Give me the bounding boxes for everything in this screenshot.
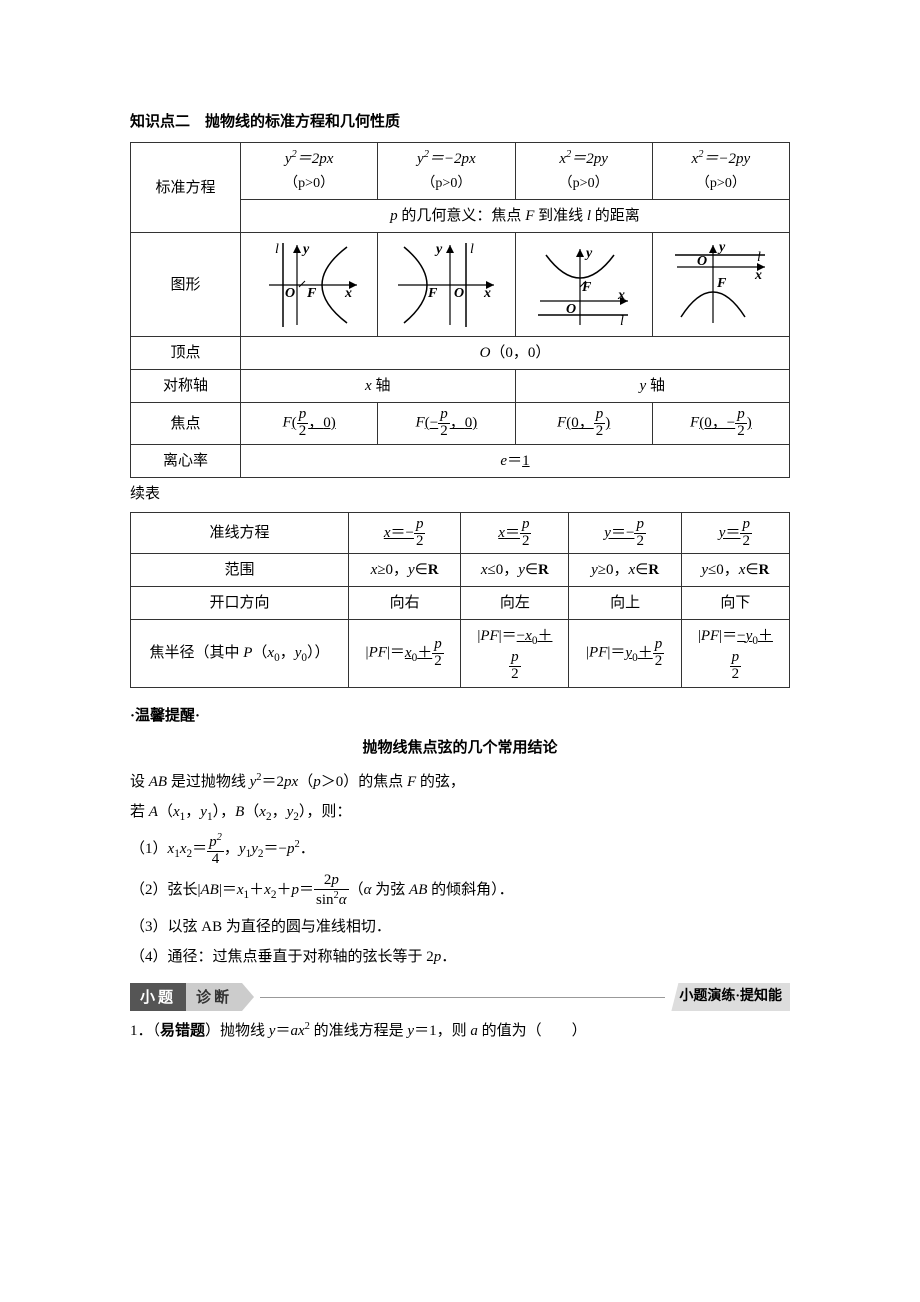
graph-up-open: y F O x l bbox=[515, 233, 652, 337]
pill-light: 诊断 bbox=[186, 983, 242, 1011]
svg-text:l: l bbox=[757, 250, 761, 265]
cond2: （p>0） bbox=[421, 176, 471, 191]
svg-text:y: y bbox=[434, 242, 443, 257]
directrix-3: y＝−p2 bbox=[569, 512, 681, 554]
focus-2: F(−p2，0) bbox=[378, 403, 515, 445]
svg-text:F: F bbox=[427, 286, 438, 301]
svg-text:O: O bbox=[566, 302, 576, 317]
svg-text:F: F bbox=[581, 280, 592, 295]
open-1: 向右 bbox=[349, 587, 461, 620]
cond4: （p>0） bbox=[696, 176, 746, 191]
ecc-value: e＝1 bbox=[241, 444, 790, 477]
vertex-value: O（0，0） bbox=[241, 337, 790, 370]
tip-intro-2: 若 A（x1，y1），B（x2，y2），则： bbox=[130, 800, 790, 826]
open-4: 向下 bbox=[681, 587, 789, 620]
topic-label: 知识点二 bbox=[130, 114, 190, 130]
tip-pt3: （3）以弦 AB 为直径的圆与准线相切． bbox=[130, 915, 790, 939]
svg-text:O: O bbox=[454, 286, 464, 301]
svg-text:y: y bbox=[301, 242, 310, 257]
section-bar: 小题 诊断 小题演练·提知能 bbox=[130, 983, 790, 1011]
svg-text:l: l bbox=[275, 242, 279, 257]
row-label-graph: 图形 bbox=[131, 233, 241, 337]
row-label-axis: 对称轴 bbox=[131, 370, 241, 403]
svg-text:O: O bbox=[285, 286, 295, 301]
pill-tri-icon bbox=[242, 983, 254, 1011]
row-label-std: 标准方程 bbox=[131, 143, 241, 233]
focus-4: F(0，−p2) bbox=[652, 403, 789, 445]
open-2: 向左 bbox=[461, 587, 569, 620]
row-label-ecc: 离心率 bbox=[131, 444, 241, 477]
svg-text:x: x bbox=[617, 288, 625, 303]
svg-text:x: x bbox=[483, 286, 491, 301]
tip-intro-1: 设 AB 是过抛物线 y2＝2px（p＞0）的焦点 F 的弦， bbox=[130, 770, 790, 794]
cond3: （p>0） bbox=[559, 176, 609, 191]
tip-subheading: 抛物线焦点弦的几个常用结论 bbox=[130, 736, 790, 760]
directrix-4: y＝p2 bbox=[681, 512, 789, 554]
svg-text:F: F bbox=[716, 276, 727, 291]
geom-meaning: p 的几何意义：焦点 F 到准线 l 的距离 bbox=[241, 200, 790, 233]
properties-table-2: 准线方程 x＝−p2 x＝p2 y＝−p2 y＝p2 范围 x≥0，y∈R x≤… bbox=[130, 512, 790, 688]
focus-3: F(0，p2) bbox=[515, 403, 652, 445]
svg-text:F: F bbox=[306, 286, 317, 301]
question-1: 1．（易错题）抛物线 y＝ax2 的准线方程是 y＝1，则 a 的值为（ ） bbox=[130, 1019, 790, 1043]
radius-2: |PF|＝−x0＋p2 bbox=[461, 620, 569, 688]
continued-label: 续表 bbox=[130, 482, 790, 506]
svg-text:x: x bbox=[754, 268, 762, 283]
bar-line bbox=[260, 997, 665, 998]
axis-y: y 轴 bbox=[515, 370, 790, 403]
graph-left-open: l y O F x bbox=[378, 233, 515, 337]
svg-text:y: y bbox=[584, 246, 593, 261]
eq2: y2＝−2px bbox=[417, 151, 476, 167]
range-4: y≤0，x∈R bbox=[681, 554, 789, 587]
cond1: （p>0） bbox=[284, 176, 334, 191]
row-label-vertex: 顶点 bbox=[131, 337, 241, 370]
radius-3: |PF|＝y0＋p2 bbox=[569, 620, 681, 688]
tip-pt2: （2）弦长|AB|＝x1＋x2＋p＝2psin2α（α 为弦 AB 的倾斜角）． bbox=[130, 873, 790, 909]
radius-1: |PF|＝x0＋p2 bbox=[349, 620, 461, 688]
svg-text:x: x bbox=[344, 286, 352, 301]
section-pill: 小题 诊断 bbox=[130, 983, 254, 1011]
pill-dark: 小题 bbox=[130, 983, 186, 1011]
tip-pt1: （1）x1x2＝p24，y1y2＝−p2． bbox=[130, 832, 790, 868]
row-label-directrix: 准线方程 bbox=[131, 512, 349, 554]
svg-text:y: y bbox=[717, 240, 726, 255]
directrix-1: x＝−p2 bbox=[349, 512, 461, 554]
svg-text:l: l bbox=[470, 242, 474, 257]
range-1: x≥0，y∈R bbox=[349, 554, 461, 587]
svg-text:O: O bbox=[697, 254, 707, 269]
graph-down-open: y O F x l bbox=[652, 233, 789, 337]
range-2: x≤0，y∈R bbox=[461, 554, 569, 587]
row-label-focus: 焦点 bbox=[131, 403, 241, 445]
row-label-radius: 焦半径（其中 P（x0，y0）） bbox=[131, 620, 349, 688]
axis-x: x 轴 bbox=[241, 370, 516, 403]
properties-table-1: 标准方程 y2＝2px （p>0） y2＝−2px （p>0） x2＝2py （p>0… bbox=[130, 142, 790, 478]
radius-4: |PF|＝−y0＋p2 bbox=[681, 620, 789, 688]
open-3: 向上 bbox=[569, 587, 681, 620]
topic-title: 抛物线的标准方程和几何性质 bbox=[205, 114, 400, 130]
eq1: y2＝2px bbox=[285, 151, 334, 167]
directrix-2: x＝p2 bbox=[461, 512, 569, 554]
tip-pt4: （4）通径：过焦点垂直于对称轴的弦长等于 2p． bbox=[130, 945, 790, 969]
row-label-open: 开口方向 bbox=[131, 587, 349, 620]
svg-text:l: l bbox=[620, 314, 624, 329]
bar-right: 小题演练·提知能 bbox=[671, 983, 790, 1011]
tip-dot-label: ·温馨提醒· bbox=[130, 704, 790, 728]
eq4: x2＝−2py bbox=[692, 151, 751, 167]
row-label-range: 范围 bbox=[131, 554, 349, 587]
graph-right-open: l y O F x bbox=[241, 233, 378, 337]
eq3: x2＝2py bbox=[559, 151, 608, 167]
focus-1: F(p2，0) bbox=[241, 403, 378, 445]
range-3: y≥0，x∈R bbox=[569, 554, 681, 587]
